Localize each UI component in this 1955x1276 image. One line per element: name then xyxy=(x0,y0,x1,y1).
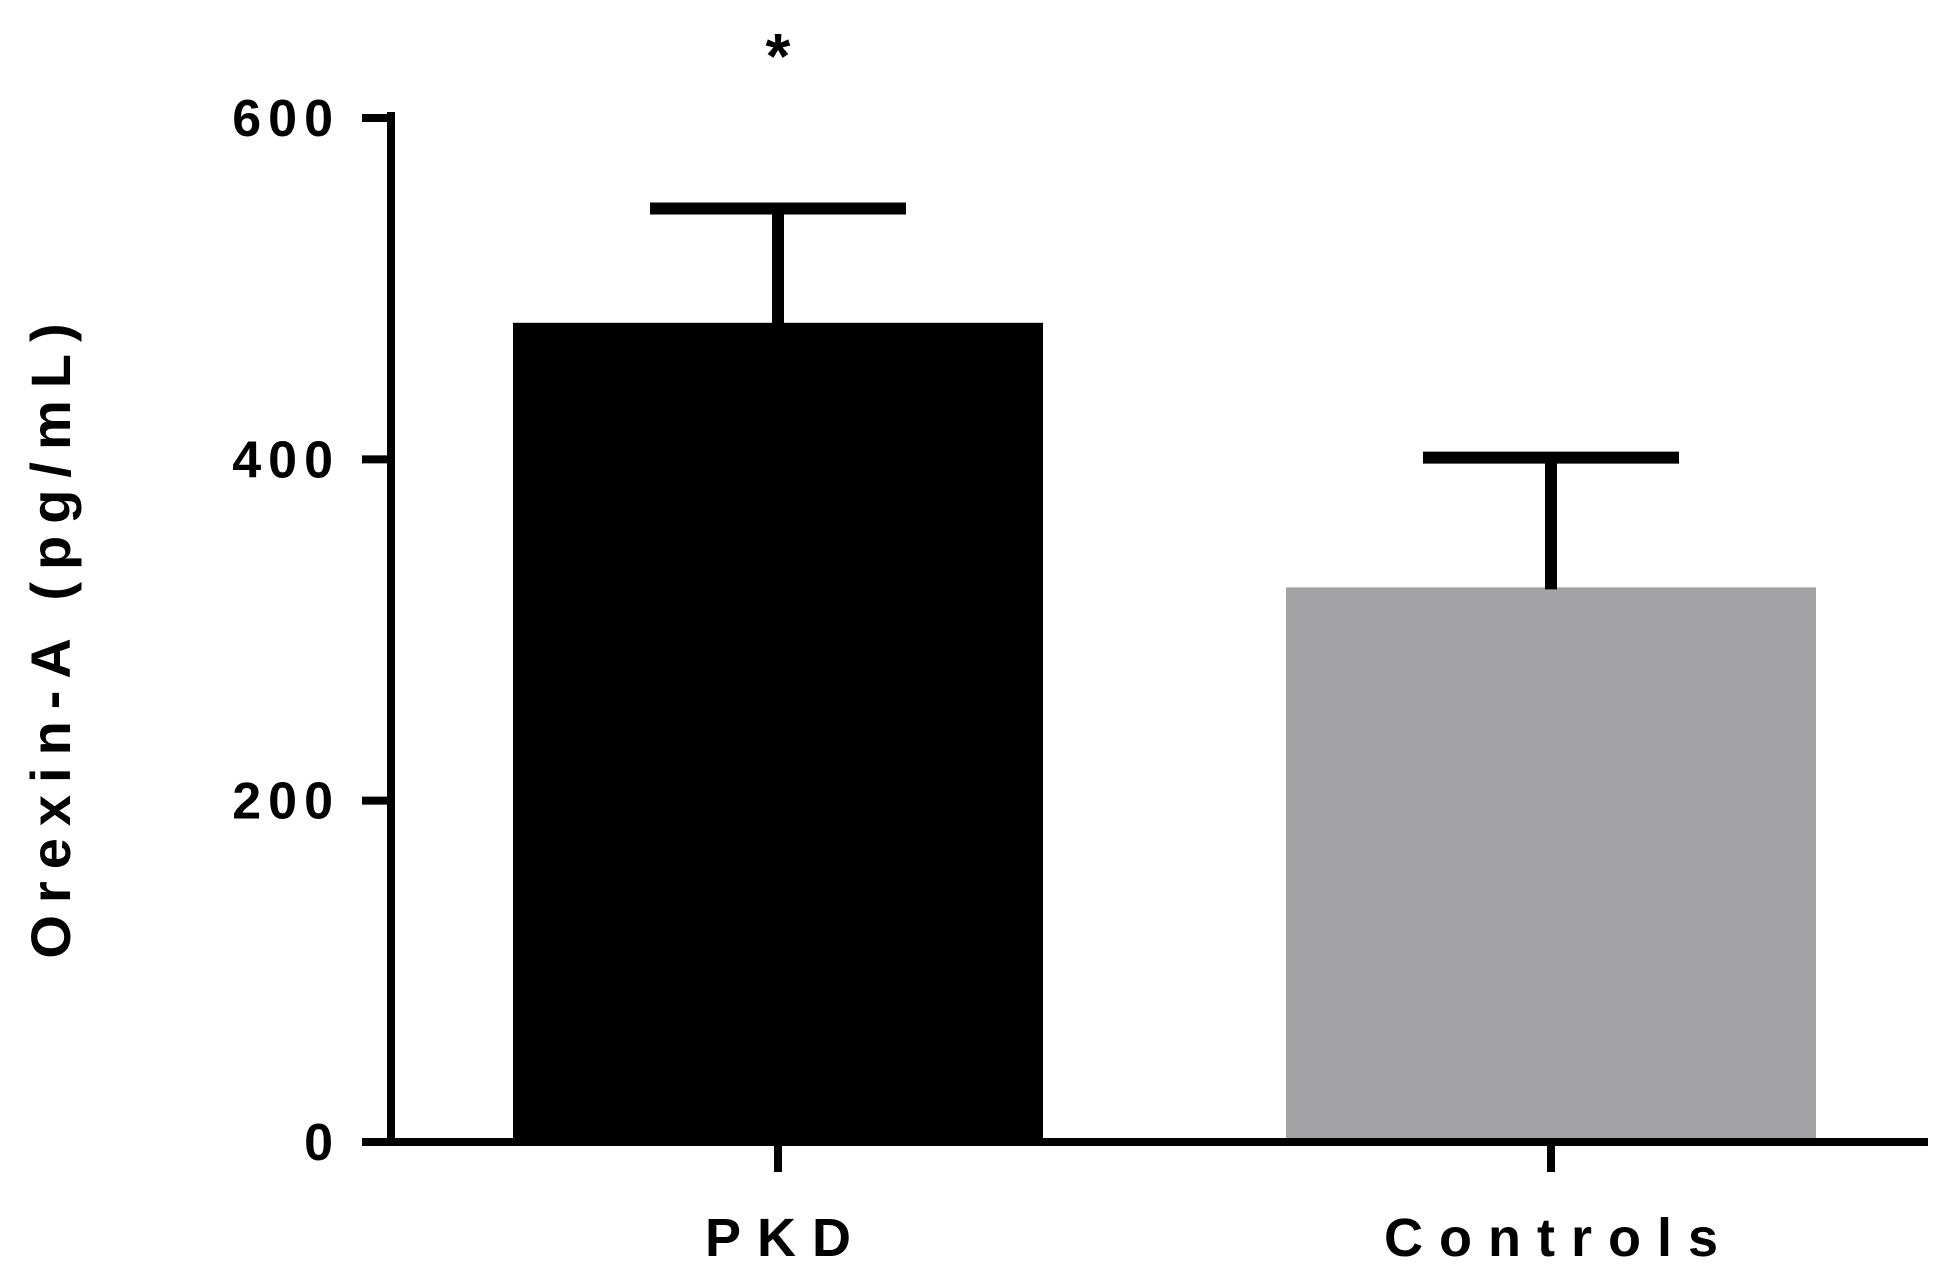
error-bars xyxy=(650,202,1679,590)
y-tick-label-600: 600 xyxy=(232,90,340,148)
y-tick-label-200: 200 xyxy=(232,773,340,831)
error-bar-pkd xyxy=(650,202,906,325)
y-axis-ticks: 0 200 400 600 xyxy=(232,90,391,1172)
y-axis-label: Orexin-A (pg/mL) xyxy=(19,311,82,958)
y-tick-label-400: 400 xyxy=(232,431,340,489)
bar-pkd xyxy=(513,322,1043,1142)
x-axis-ticks: PKD Controls xyxy=(705,1142,1734,1268)
annotations: * xyxy=(766,20,791,92)
bars xyxy=(513,322,1816,1142)
y-tick-label-0: 0 xyxy=(304,1114,340,1172)
x-tick-label-controls: Controls xyxy=(1384,1208,1734,1268)
error-bar-controls xyxy=(1423,451,1679,590)
bar-controls xyxy=(1286,587,1816,1142)
significance-marker: * xyxy=(766,20,791,92)
x-tick-label-pkd: PKD xyxy=(705,1208,867,1268)
